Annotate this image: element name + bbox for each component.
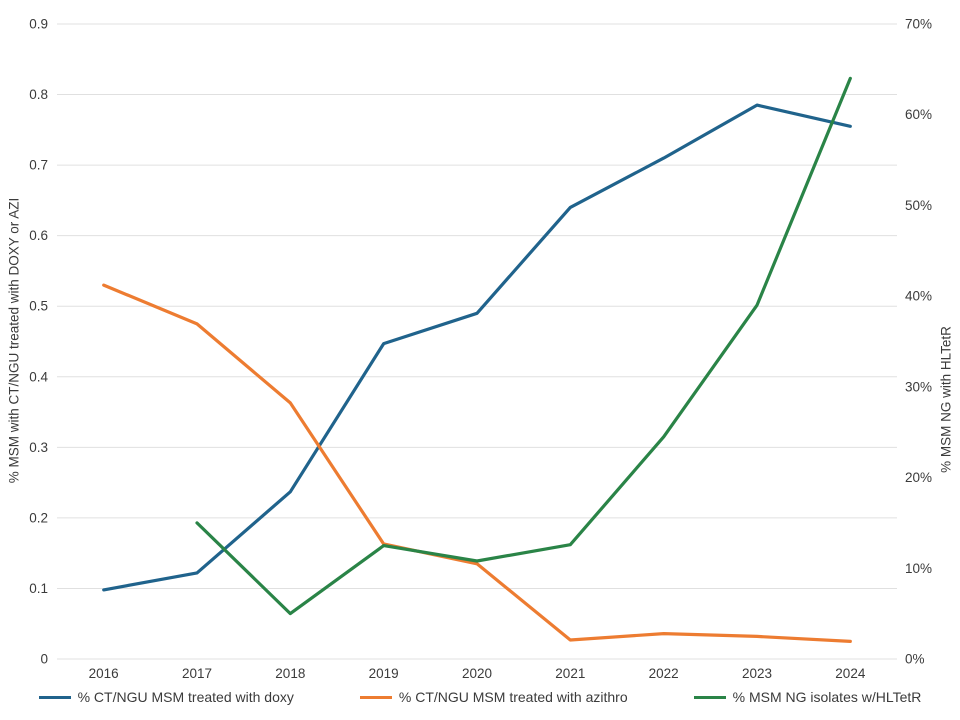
x-axis-tick-label: 2022: [649, 666, 679, 681]
series-line-1: [102, 283, 852, 643]
x-axis-tick-label: 2018: [275, 666, 305, 681]
legend-line-swatch: [359, 695, 392, 699]
x-axis-tick-label: 2016: [89, 666, 119, 681]
left-axis-tick-label: 0.5: [29, 299, 48, 314]
x-axis-tick-label: 2024: [835, 666, 866, 681]
right-axis-tick-label: 70%: [905, 17, 932, 32]
right-axis-tick-label: 20%: [905, 470, 932, 485]
left-axis-tick-label: 0.9: [29, 17, 48, 32]
x-axis-tick-label: 2021: [555, 666, 585, 681]
gridlines: [57, 23, 897, 660]
legend-item-2: % MSM NG isolates w/HLTetR: [693, 689, 922, 705]
right-axis-tick-label: 60%: [905, 107, 932, 122]
left-axis-tick-label: 0.3: [29, 440, 48, 455]
x-axis-tick-label: 2020: [462, 666, 492, 681]
left-axis-tick-label: 0.2: [29, 510, 48, 525]
left-axis-tick-label: 0.8: [29, 87, 48, 102]
x-axis-tick-label: 2019: [369, 666, 399, 681]
plot-area: 0 0.1 0.2 0.3 0.4 0.5 0.6 0.7 0.8 0.9 0% 10% 20% 30% 4…: [29, 17, 932, 682]
left-axis-tick-label: 0.7: [29, 158, 48, 173]
right-axis-tick-label: 40%: [905, 289, 932, 304]
right-axis-tick-label: 0%: [905, 652, 925, 667]
legend-label: % CT/NGU MSM treated with doxy: [77, 689, 294, 705]
legend-item-0: % CT/NGU MSM treated with doxy: [38, 689, 294, 705]
legend-line-swatch: [693, 695, 726, 699]
right-axis-tick-label: 10%: [905, 561, 932, 576]
left-axis-ticks: 0 0.1 0.2 0.3 0.4 0.5 0.6 0.7 0.8 0.9: [29, 17, 48, 667]
legend-label: % MSM NG isolates w/HLTetR: [732, 689, 922, 705]
legend-item-1: % CT/NGU MSM treated with azithro: [359, 689, 628, 705]
x-axis-tick-label: 2023: [742, 666, 772, 681]
series-line-0: [102, 103, 852, 592]
right-axis-ticks: 0% 10% 20% 30% 40% 50% 60% 70%: [905, 17, 932, 667]
left-axis-tick-label: 0.1: [29, 581, 48, 596]
legend-line-swatch: [38, 695, 71, 699]
right-axis-tick-label: 50%: [905, 198, 932, 213]
left-axis-tick-label: 0.6: [29, 228, 48, 243]
left-axis-tick-label: 0.4: [29, 369, 48, 384]
left-axis-tick-label: 0: [40, 652, 48, 667]
legend: % CT/NGU MSM treated with doxy % CT/NGU M…: [0, 689, 960, 705]
x-axis-tick-label: 2017: [182, 666, 212, 681]
x-axis-ticks: 2016 2017 2018 2019 2020 2021 2022 2023 2024: [89, 666, 866, 681]
series-line-2: [195, 76, 852, 616]
legend-label: % CT/NGU MSM treated with azithro: [398, 689, 628, 705]
right-axis-tick-label: 30%: [905, 379, 932, 394]
